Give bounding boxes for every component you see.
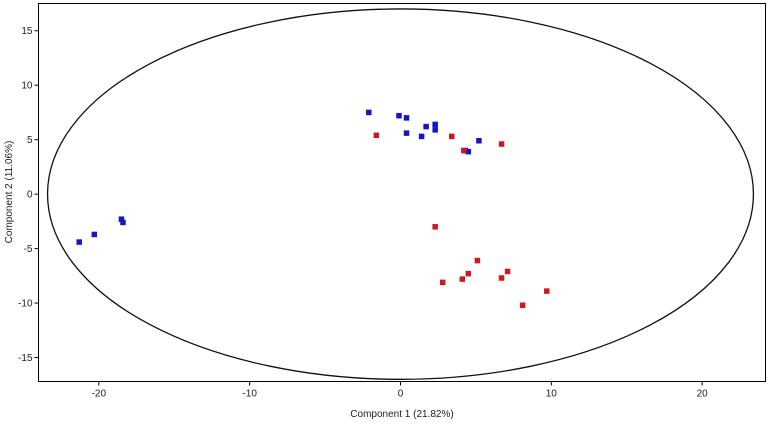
x-tick-label: -20 [92,389,107,400]
y-axis-title: Component 2 (11.06%) [4,141,15,244]
x-axis-ticks: -20 -10 0 10 20 [92,381,709,400]
blue-point [476,138,482,144]
x-tick-label: -10 [242,389,257,400]
red-point [373,132,380,139]
red-point [465,270,472,277]
red-point [498,275,505,281]
blue-point [91,231,98,238]
y-axis-ticks: 15 10 5 0 -5 -10 -15 [18,26,39,364]
red-point [544,288,550,294]
y-tick-label: -10 [18,299,33,310]
blue-point [120,219,126,226]
y-tick-label: -15 [18,353,33,364]
blue-point [403,115,410,121]
blue-point [396,112,402,119]
red-point [504,268,511,275]
red-point [459,276,466,282]
y-tick-label: -5 [24,244,33,255]
red-point [432,224,438,230]
confidence-ellipse-layer [46,8,755,380]
red-point [474,257,481,264]
x-tick-label: 10 [546,389,558,400]
plot-frame [38,3,766,382]
red-point [461,147,467,154]
blue-point [418,133,425,140]
blue-point [432,127,438,133]
blue-point [432,121,438,128]
y-tick-label: 0 [27,190,33,201]
x-tick-label: 0 [398,389,404,400]
y-tick-label: 5 [27,135,33,146]
x-axis-title: Component 1 (21.82%) [350,409,453,420]
blue-point [76,239,82,245]
blue-point [403,130,410,136]
red-point [498,141,505,147]
data-points [76,109,550,308]
confidence-ellipse [46,8,755,380]
blue-point [423,123,429,130]
red-point [519,302,526,308]
y-tick-label: 15 [21,26,33,37]
x-tick-label: 20 [697,389,709,400]
red-point [449,133,455,140]
y-tick-label: 10 [21,81,33,92]
blue-point [118,216,125,222]
blue-point [366,109,372,116]
red-point [439,279,446,286]
blue-point [465,148,472,155]
